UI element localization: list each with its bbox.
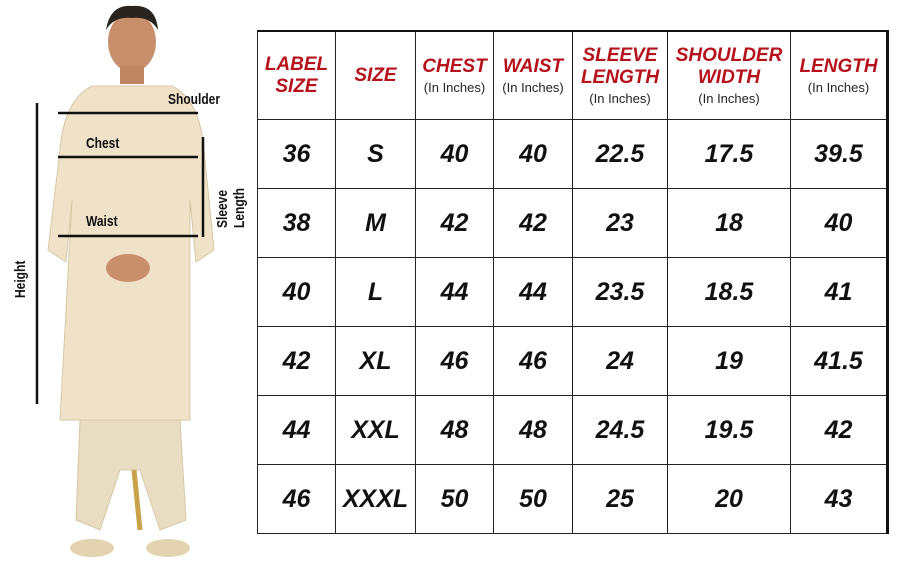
height-label: Height	[12, 260, 29, 298]
table-cell: 40	[493, 119, 573, 189]
column-header: WAIST (In Inches)	[493, 30, 573, 120]
table-cell: 18.5	[667, 257, 791, 327]
table-cell: 41	[790, 257, 888, 327]
header-title: SIZE	[354, 64, 397, 86]
header-unit: (In Inches)	[589, 90, 651, 106]
table-cell: 44	[415, 257, 494, 327]
table-cell: 42	[257, 326, 336, 396]
kurta-model-illustration	[35, 5, 215, 557]
chest-label: Chest	[86, 135, 120, 152]
table-row: 36 S 40 40 22.5 17.5 39.5	[257, 119, 888, 189]
header-title: SLEEVE LENGTH	[580, 44, 660, 88]
table-cell: 19	[667, 326, 791, 396]
header-unit: (In Inches)	[502, 79, 564, 95]
table-row: 40 L 44 44 23.5 18.5 41	[257, 257, 888, 327]
table-cell: 50	[493, 464, 573, 534]
table-row: 38 M 42 42 23 18 40	[257, 188, 888, 258]
size-chart-table: LABEL SIZE SIZE CHEST (In Inches) WAIST (In I…	[257, 30, 889, 534]
table-row: 46 XXXL 50 50 25 20 43	[257, 464, 888, 534]
header-unit: (In Inches)	[807, 79, 870, 95]
table-cell: XXL	[335, 395, 416, 465]
table-cell: 24	[572, 326, 668, 396]
table-cell: 48	[493, 395, 573, 465]
model-figure: Shoulder Chest Waist Sleeve Length Heigh…	[0, 0, 250, 574]
table-cell: 50	[415, 464, 494, 534]
table-cell: 43	[790, 464, 888, 534]
table-cell: 18	[667, 188, 791, 258]
table-cell: 19.5	[667, 395, 791, 465]
waist-label: Waist	[86, 213, 118, 230]
shoulder-label: Shoulder	[168, 91, 221, 108]
table-cell: 40	[415, 119, 494, 189]
table-cell: M	[335, 188, 416, 258]
table-cell: 39.5	[790, 119, 888, 189]
header-unit: (In Inches)	[423, 79, 486, 95]
table-cell: 17.5	[667, 119, 791, 189]
column-header: CHEST (In Inches)	[415, 30, 494, 120]
table-cell: 40	[257, 257, 336, 327]
table-cell: 42	[415, 188, 494, 258]
header-title: LABEL SIZE	[264, 53, 329, 97]
table-cell: 40	[790, 188, 888, 258]
table-cell: 38	[257, 188, 336, 258]
column-header: SHOULDER WIDTH (In Inches)	[667, 30, 791, 120]
table-cell: 20	[667, 464, 791, 534]
table-cell: 22.5	[572, 119, 668, 189]
sleeve-length-label: Sleeve Length	[214, 188, 248, 228]
table-cell: 44	[493, 257, 573, 327]
table-cell: 46	[493, 326, 573, 396]
table-row: 42 XL 46 46 24 19 41.5	[257, 326, 888, 396]
column-header: LABEL SIZE	[257, 30, 336, 120]
column-header: SIZE	[335, 30, 416, 120]
header-title: SHOULDER WIDTH	[675, 44, 783, 88]
table-cell: XXXL	[335, 464, 416, 534]
header-row: LABEL SIZE SIZE CHEST (In Inches) WAIST (In I…	[257, 30, 888, 120]
table-cell: 25	[572, 464, 668, 534]
table-cell: 48	[415, 395, 494, 465]
header-title: WAIST	[502, 55, 564, 77]
table-cell: 36	[257, 119, 336, 189]
column-header: LENGTH (In Inches)	[790, 30, 888, 120]
table-cell: 42	[493, 188, 573, 258]
column-header: SLEEVE LENGTH (In Inches)	[572, 30, 668, 120]
header-unit: (In Inches)	[698, 90, 760, 106]
table-cell: 41.5	[790, 326, 888, 396]
table-cell: S	[335, 119, 416, 189]
table-cell: 46	[415, 326, 494, 396]
table-cell: 23	[572, 188, 668, 258]
table-cell: 42	[790, 395, 888, 465]
table-cell: 23.5	[572, 257, 668, 327]
table-cell: 44	[257, 395, 336, 465]
table-cell: XL	[335, 326, 416, 396]
table-row: 44 XXL 48 48 24.5 19.5 42	[257, 395, 888, 465]
table-cell: L	[335, 257, 416, 327]
table-cell: 46	[257, 464, 336, 534]
table-cell: 24.5	[572, 395, 668, 465]
header-title: CHEST	[422, 55, 487, 77]
header-title: LENGTH	[799, 55, 878, 77]
